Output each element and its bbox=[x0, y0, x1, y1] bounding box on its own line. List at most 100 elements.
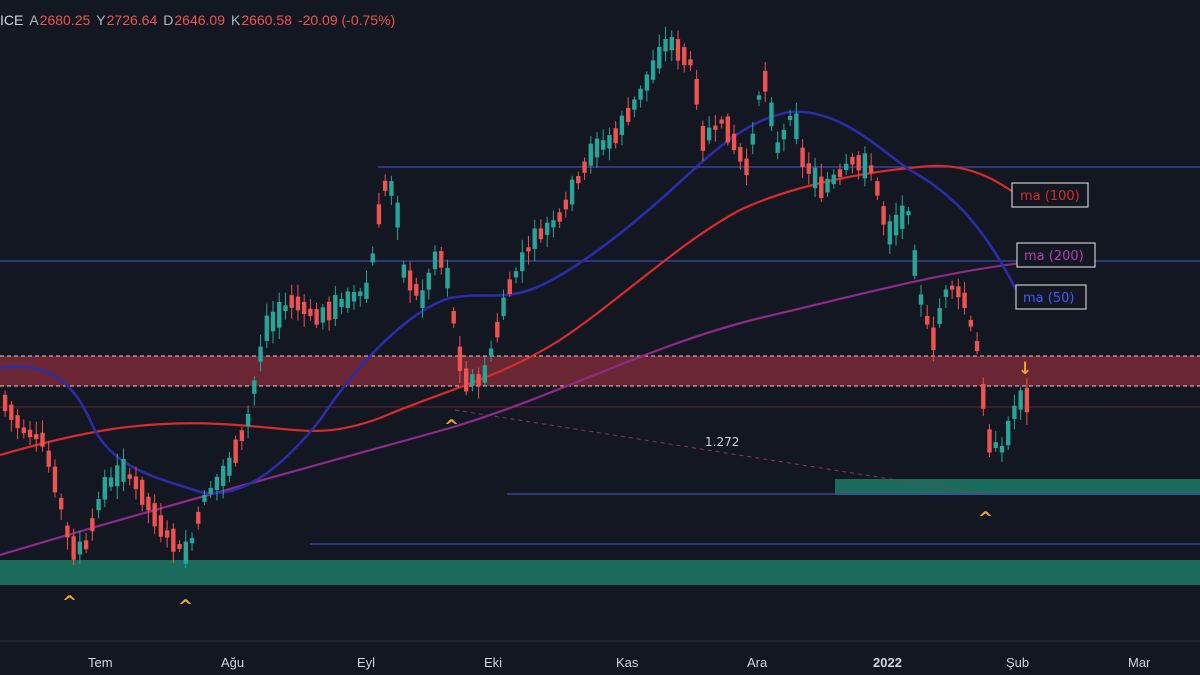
candle-bull bbox=[601, 140, 606, 150]
candle-bull bbox=[775, 142, 780, 153]
candle-bear bbox=[682, 47, 687, 66]
ma200-legend[interactable]: ma (200) bbox=[1016, 242, 1096, 268]
candle-bear bbox=[557, 212, 562, 222]
candle-bear bbox=[65, 525, 70, 538]
candle-bear bbox=[52, 466, 58, 493]
candle-bull bbox=[339, 299, 344, 307]
candle-bull bbox=[825, 178, 830, 193]
candle-bull bbox=[912, 250, 917, 276]
ma100-line bbox=[0, 164, 1031, 457]
time-axis: Tem Ağu Eyl Eki Kas Ara 2022 Şub Mar bbox=[0, 640, 1200, 670]
candle-bull bbox=[657, 46, 662, 69]
x-tick-label: 2022 bbox=[873, 655, 902, 670]
candle-bull bbox=[862, 153, 868, 179]
candle-bear bbox=[451, 310, 456, 324]
candle-bull bbox=[812, 167, 818, 189]
candle-bull bbox=[887, 221, 892, 245]
candle-bear bbox=[625, 107, 631, 122]
open-value: A2680.25 bbox=[29, 12, 91, 28]
low-value: D2646.09 bbox=[163, 12, 225, 28]
candle-bear bbox=[949, 285, 955, 290]
change-value: -20.09 (-0.75%) bbox=[297, 12, 396, 28]
candle-bull bbox=[395, 202, 400, 228]
candle-bull bbox=[831, 174, 836, 185]
candle-bull bbox=[787, 115, 793, 120]
x-tick-label: Ara bbox=[747, 655, 768, 670]
candle-bear bbox=[457, 346, 463, 371]
support-zone-recent bbox=[835, 479, 1200, 495]
candle-bear bbox=[239, 430, 245, 441]
high-value: Y2726.64 bbox=[96, 12, 158, 28]
candle-bear bbox=[476, 374, 481, 386]
candle-bear bbox=[956, 286, 961, 298]
candle-bull bbox=[202, 494, 207, 502]
support-zone-main bbox=[0, 560, 1200, 585]
candle-bear bbox=[968, 319, 973, 327]
candle-bear bbox=[34, 434, 39, 440]
candle-bull bbox=[445, 267, 450, 289]
candle-bear bbox=[507, 279, 512, 295]
candle-bull bbox=[189, 538, 195, 544]
candle-bull bbox=[588, 143, 593, 166]
candle-bear bbox=[576, 176, 581, 184]
candle-bear bbox=[27, 429, 33, 438]
candle-bear bbox=[326, 301, 332, 321]
candle-bull bbox=[769, 102, 774, 127]
candle-bull bbox=[351, 292, 357, 302]
candle-bear bbox=[700, 126, 706, 151]
candle-bear bbox=[40, 432, 45, 447]
candle-bull bbox=[594, 138, 600, 158]
candle-bear bbox=[713, 125, 718, 130]
candle-bear bbox=[196, 511, 201, 524]
candle-bull bbox=[208, 487, 213, 494]
candle-bear bbox=[414, 283, 419, 296]
candle-bear bbox=[538, 228, 544, 240]
candle-bull bbox=[632, 99, 637, 110]
candle-bear bbox=[9, 404, 14, 420]
candle-bull bbox=[220, 465, 226, 487]
candle-bull bbox=[482, 365, 488, 383]
ma100-legend[interactable]: ma (100) bbox=[1011, 182, 1089, 208]
candle-bull bbox=[252, 380, 257, 394]
candle-bull bbox=[345, 291, 350, 309]
candle-bull bbox=[619, 115, 625, 135]
candle-bull bbox=[227, 457, 232, 476]
candle-bear bbox=[289, 295, 294, 308]
candle-bear bbox=[1024, 387, 1030, 413]
candle-bear bbox=[71, 536, 76, 560]
candle-bull bbox=[781, 129, 787, 140]
resistance-zone bbox=[0, 356, 1200, 386]
candle-bear bbox=[675, 39, 681, 61]
candle-bull bbox=[320, 307, 326, 323]
ma50-line bbox=[0, 110, 1022, 495]
pivot-marker: ^ bbox=[178, 596, 193, 617]
zones bbox=[0, 166, 1200, 585]
svg-text:ma (200): ma (200) bbox=[1024, 249, 1084, 264]
ma-legend: ma (100) ma (200) ma (50) bbox=[1011, 182, 1096, 310]
candle-bear bbox=[981, 384, 986, 409]
x-tick-label: Şub bbox=[1006, 655, 1029, 670]
moving-averages bbox=[0, 110, 1031, 557]
candle-bull bbox=[277, 301, 282, 328]
candle-bear bbox=[987, 429, 992, 453]
candle-bull bbox=[544, 222, 550, 235]
x-tick-label: Ağu bbox=[221, 655, 244, 670]
candle-bear bbox=[83, 540, 89, 550]
symbol-label: ICE bbox=[0, 12, 24, 28]
pivot-marker: ^ bbox=[978, 508, 993, 529]
candle-bull bbox=[756, 95, 762, 100]
candle-bull bbox=[270, 311, 276, 332]
candle-bear bbox=[407, 270, 413, 291]
candle-bull bbox=[470, 374, 475, 386]
candle-bear bbox=[177, 544, 182, 549]
candle-bear bbox=[127, 474, 132, 479]
candle-bull bbox=[333, 295, 338, 319]
candle-bull bbox=[401, 264, 407, 278]
candle-bull bbox=[669, 37, 674, 51]
ma50-legend[interactable]: ma (50) bbox=[1015, 284, 1087, 310]
candle-bull bbox=[488, 348, 494, 356]
candle-bull bbox=[420, 290, 425, 308]
candle-bear bbox=[806, 163, 812, 174]
candle-bear bbox=[439, 251, 444, 268]
